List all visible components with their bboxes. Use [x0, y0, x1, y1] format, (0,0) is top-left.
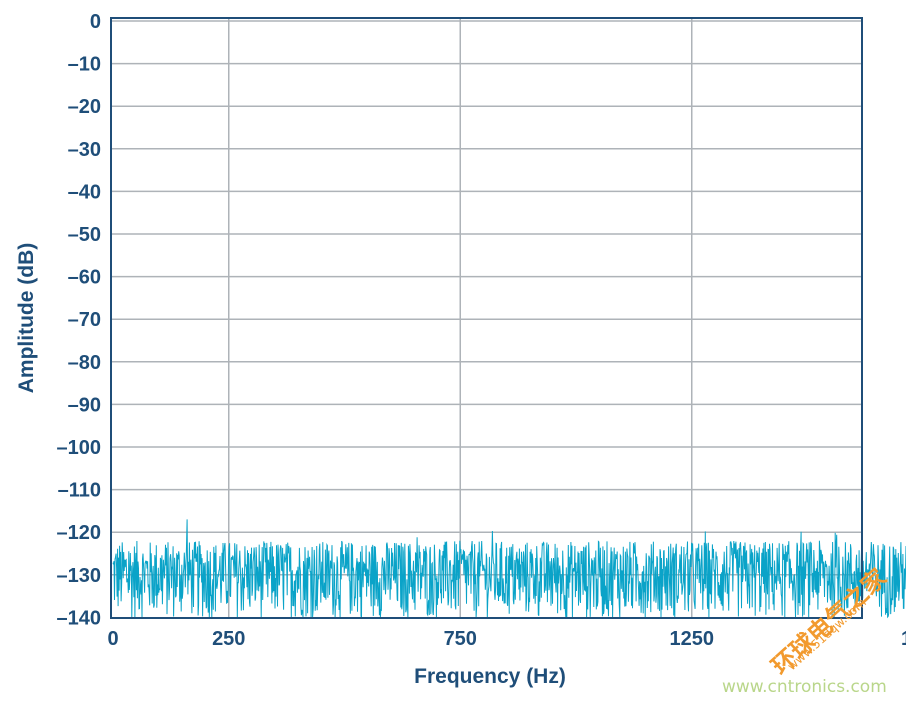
y-tick-label: –80 [68, 352, 101, 374]
spectrum-series [112, 519, 906, 619]
watermark-cntronics: www.cntronics.com [722, 677, 887, 697]
grid-lines [111, 18, 862, 618]
x-axis-label: Frequency (Hz) [414, 665, 566, 688]
y-tick-label: –100 [57, 437, 102, 459]
y-tick-label: –50 [68, 224, 101, 246]
x-tick-label: 0 [107, 628, 118, 650]
y-tick-label: –40 [68, 181, 101, 203]
y-tick-label: –130 [57, 565, 102, 587]
y-tick-label: –120 [57, 522, 102, 544]
y-tick-label: –60 [68, 267, 101, 289]
x-tick-label: 1250 [670, 628, 715, 650]
y-axis-ticks: 0 –10 –20 –30 –40 –50 –60 –70 –80 –90 –100 –110 –120… [57, 11, 102, 629]
x-tick-label: 250 [212, 628, 245, 650]
y-tick-label: –20 [68, 96, 101, 118]
spectrum-line [112, 519, 906, 619]
y-tick-label: –110 [58, 480, 101, 502]
y-tick-label: –30 [68, 139, 101, 161]
y-tick-label: –140 [57, 607, 102, 629]
x-tick-label: 1750 [901, 628, 906, 650]
y-tick-label: –90 [68, 394, 101, 416]
plot-frame [110, 17, 863, 619]
y-tick-label: –10 [68, 54, 101, 76]
y-axis-label: Amplitude (dB) [15, 243, 38, 393]
y-tick-label: 0 [90, 11, 101, 33]
y-tick-label: –70 [68, 309, 101, 331]
x-tick-label: 750 [444, 628, 477, 650]
x-axis-ticks: 025075012501750225027503250 [107, 628, 906, 650]
